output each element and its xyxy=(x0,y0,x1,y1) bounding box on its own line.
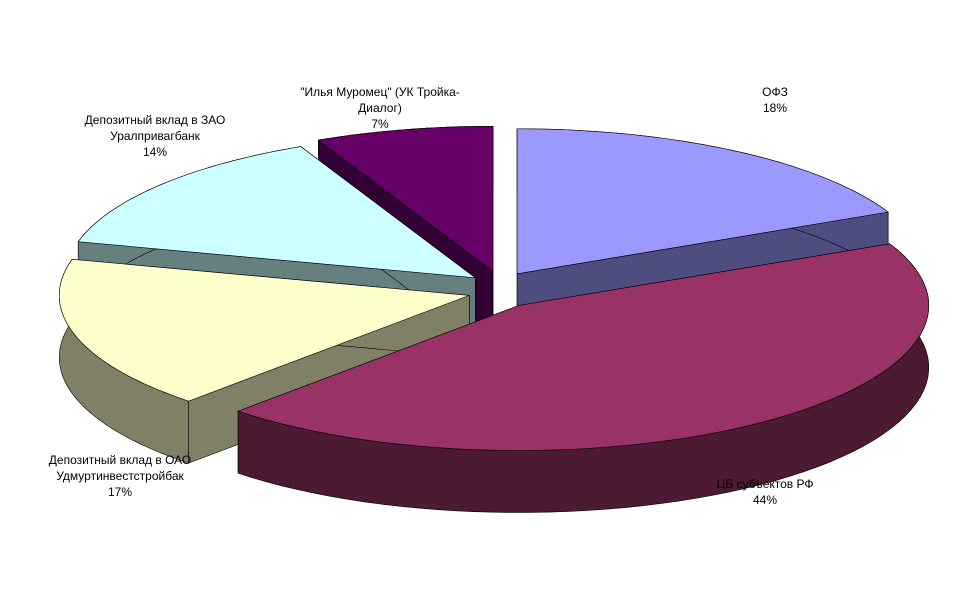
category-label: "Илья Муромец" (УК Тройка-Диалог) xyxy=(300,85,460,115)
percent-label: 7% xyxy=(371,117,389,131)
data-label: ЦБ субъектов РФ 44% xyxy=(670,476,860,508)
slice xyxy=(516,128,889,275)
data-label: "Илья Муромец" (УК Тройка-Диалог) 7% xyxy=(285,84,475,132)
category-label: ЦБ субъектов РФ xyxy=(716,477,814,491)
data-label: Депозитный вклад в ЗАО Уралпривагбанк 14% xyxy=(60,112,250,160)
slice xyxy=(59,258,470,402)
category-label: Депозитный вклад в ОАО Удмуртинвестстрой… xyxy=(48,453,192,483)
percent-label: 14% xyxy=(142,145,168,159)
percent-label: 44% xyxy=(752,493,778,507)
category-label: ОФЗ xyxy=(762,85,788,99)
slice xyxy=(237,243,929,451)
data-label: ОФЗ 18% xyxy=(680,84,870,116)
data-label: Депозитный вклад в ОАО Удмуртинвестстрой… xyxy=(25,452,215,500)
category-label: Депозитный вклад в ЗАО Уралпривагбанк xyxy=(84,113,226,143)
percent-label: 17% xyxy=(107,485,133,499)
percent-label: 18% xyxy=(762,101,788,115)
slice xyxy=(77,146,477,279)
slice xyxy=(317,126,494,272)
